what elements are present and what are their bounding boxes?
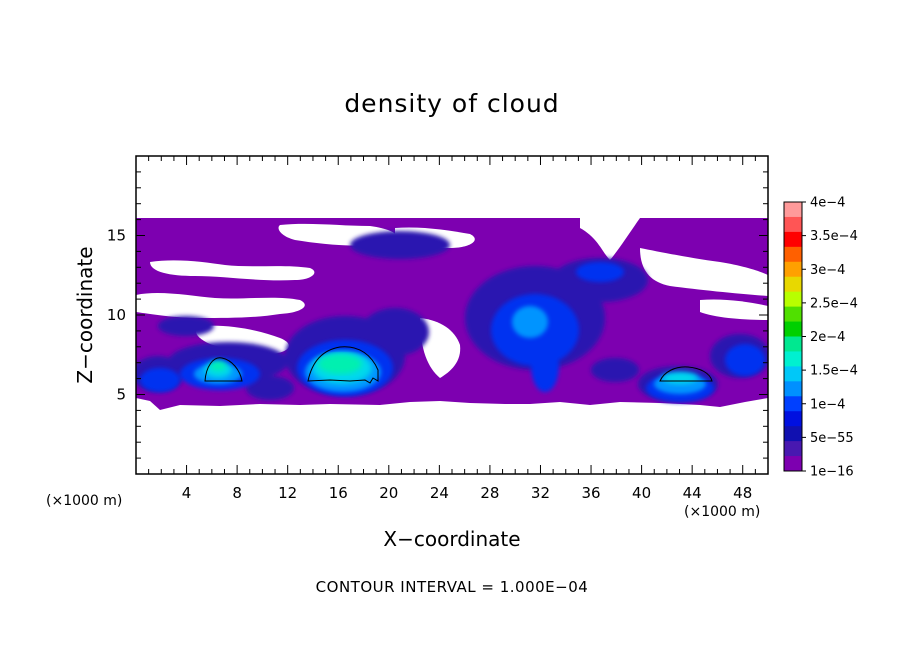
- colorbar-swatch: [784, 321, 802, 337]
- colorbar-label: 3.5e−4: [810, 229, 858, 244]
- x-tick-label: 48: [733, 484, 752, 502]
- x-tick-label: 44: [683, 484, 702, 502]
- colorbar-swatch: [784, 306, 802, 323]
- x-tick-label: 36: [581, 484, 600, 502]
- x-tick-label: 16: [329, 484, 348, 502]
- contour-lines: [204, 346, 713, 384]
- x-tick-label: 32: [531, 484, 550, 502]
- colorbar-swatch: [784, 396, 802, 412]
- colorbar-swatch: [784, 231, 802, 248]
- colorbar-swatch: [784, 246, 802, 263]
- colorbar-label: 5e−55: [810, 431, 854, 446]
- x-axis-label: X−coordinate: [383, 527, 520, 551]
- colorbar-swatch: [784, 276, 802, 293]
- colorbar-swatch: [784, 441, 802, 457]
- x-tick-label: 24: [430, 484, 449, 502]
- y-tick-label: 10: [107, 306, 126, 324]
- colorbar-swatch: [784, 411, 802, 427]
- colorbar-label: 1.5e−4: [810, 364, 858, 379]
- x-tick-label: 20: [379, 484, 398, 502]
- colorbar-swatch: [784, 426, 802, 442]
- colorbar-swatch: [784, 381, 802, 397]
- x-tick-label: 4: [182, 484, 192, 502]
- colorbar-swatch: [784, 336, 802, 352]
- cloud-core: [210, 354, 362, 374]
- y-axis-label: Z−coordinate: [73, 246, 97, 383]
- colorbar-label: 1e−16: [810, 465, 854, 480]
- colorbar-swatch: [784, 291, 802, 308]
- x-tick-label: 28: [480, 484, 499, 502]
- colorbar-swatch: [784, 351, 802, 367]
- x-tick-label: 40: [632, 484, 651, 502]
- x-tick-label: 8: [232, 484, 242, 502]
- colorbar-swatch: [784, 456, 802, 472]
- contour-interval-note: CONTOUR INTERVAL = 1.000E−04: [316, 578, 589, 596]
- colorbar-swatch: [784, 216, 802, 233]
- colorbar-swatch: [784, 366, 802, 382]
- colorbar-swatch: [784, 202, 802, 218]
- colorbar-swatch: [784, 261, 802, 278]
- x-tick-label: 12: [278, 484, 297, 502]
- colorbar: 4e−4 3.5e−4 3e−4 2.5e−4 2e−4 1.5e−4 1e−4 5e−55 1…: [783, 196, 858, 480]
- colorbar-label: 2e−4: [810, 330, 845, 345]
- colorbar-label: 4e−4: [810, 196, 845, 211]
- y-tick-label: 5: [116, 386, 126, 404]
- x-axis-ticks: 4 8 12 16 20 24 28 32 36 40 44 48: [148, 156, 756, 502]
- x-unit-label: (×1000 m): [684, 504, 760, 520]
- y-unit-label: (×1000 m): [46, 493, 122, 509]
- colorbar-label: 2.5e−4: [810, 296, 858, 311]
- colorbar-label: 3e−4: [810, 263, 845, 278]
- colorbar-label: 1e−4: [810, 397, 845, 412]
- y-tick-label: 15: [107, 227, 126, 245]
- chart-title: density of cloud: [344, 89, 559, 118]
- y-axis-ticks: 5 10 15: [107, 171, 768, 459]
- cloud-density-field: [136, 218, 768, 410]
